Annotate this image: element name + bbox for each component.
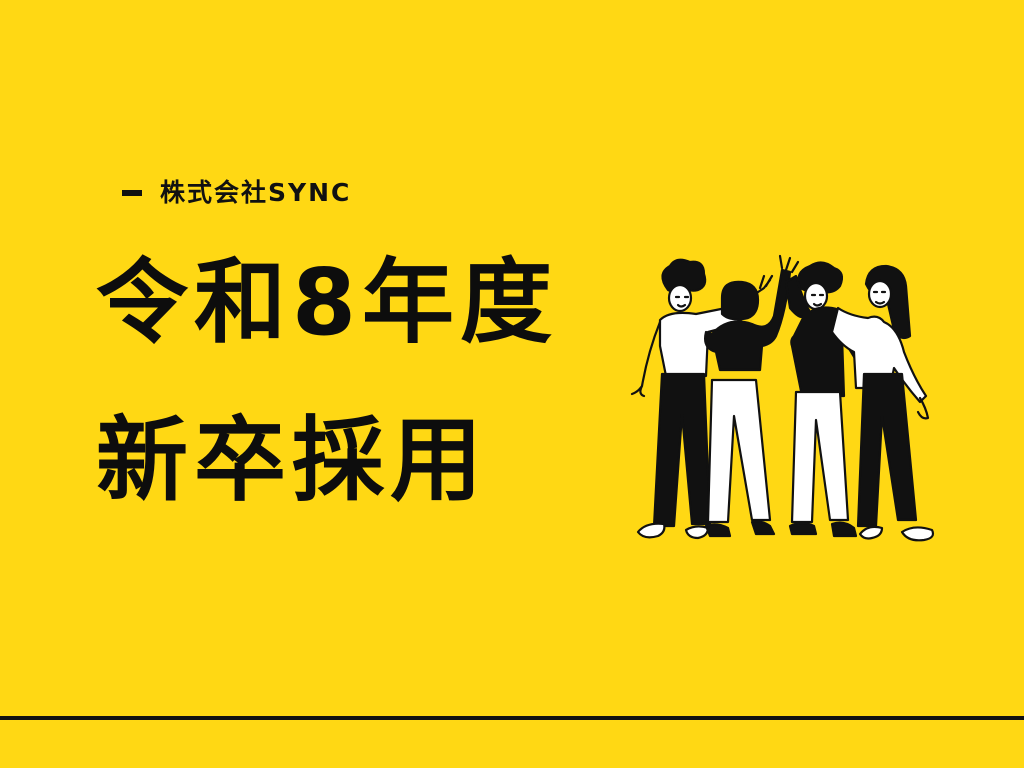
team-high-five-illustration-icon <box>630 254 935 542</box>
person-1-figure <box>630 258 774 540</box>
person-4-figure <box>830 264 935 542</box>
company-label: 株式会社SYNC <box>122 174 351 212</box>
person-2-figure <box>704 254 800 538</box>
company-name: 株式会社SYNC <box>160 178 352 207</box>
headline-year: 令和8年度 <box>96 249 559 356</box>
headline-recruitment: 新卒採用 <box>96 407 489 514</box>
bottom-divider <box>0 716 1024 720</box>
dash-mark <box>122 190 142 196</box>
